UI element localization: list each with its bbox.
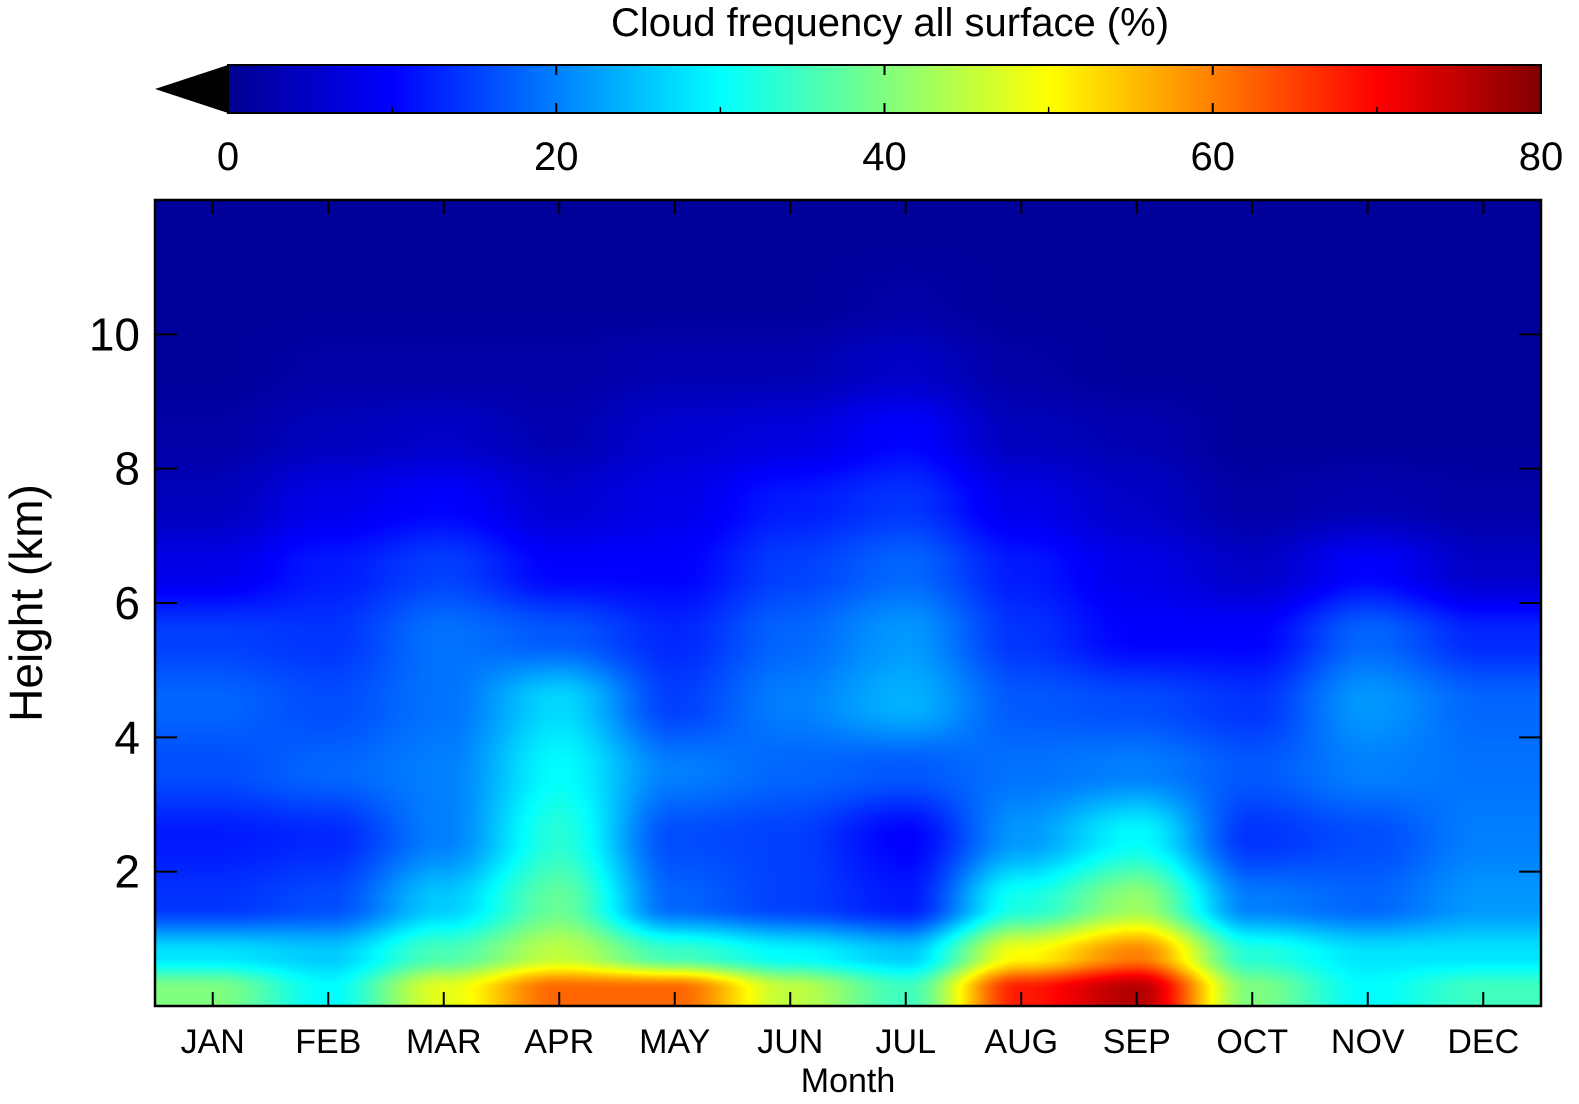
colorbar-ticks: 0 20 40 60 80 xyxy=(217,65,1563,179)
x-tick-label: JUL xyxy=(876,1023,936,1061)
y-tick-label: 6 xyxy=(114,577,140,629)
x-tick-label: MAR xyxy=(406,1023,482,1061)
plot-area: JAN FEB MAR APR MAY JUN JUL AUG SEP OCT NOV DEC 2 4 6… xyxy=(0,198,1543,1100)
colorbar-tick-label: 60 xyxy=(1191,135,1236,179)
colorbar-tick-label: 20 xyxy=(534,135,579,179)
x-axis: JAN FEB MAR APR MAY JUN JUL AUG SEP OCT NOV DEC xyxy=(181,200,1519,1061)
x-tick-label: JAN xyxy=(181,1023,245,1061)
x-tick-label: OCT xyxy=(1216,1023,1288,1061)
colorbar-extend-min-triangle xyxy=(155,65,228,113)
x-tick-label: JUN xyxy=(757,1023,823,1061)
y-tick-label: 2 xyxy=(114,846,140,898)
x-tick-label: FEB xyxy=(295,1023,361,1061)
colorbar-label: Cloud frequency all surface (%) xyxy=(611,1,1169,45)
x-tick-label: AUG xyxy=(984,1023,1058,1061)
x-tick-label: MAY xyxy=(639,1023,710,1061)
x-tick-label: APR xyxy=(524,1023,594,1061)
y-tick-label: 10 xyxy=(89,308,140,360)
colorbar: Cloud frequency all surface (%) 0 20 40 60 8… xyxy=(155,1,1563,179)
x-axis-label: Month xyxy=(801,1062,896,1100)
x-tick-label: SEP xyxy=(1103,1023,1171,1061)
colorbar-tick-label: 40 xyxy=(862,135,907,179)
y-tick-label: 4 xyxy=(114,711,140,763)
x-tick-label: NOV xyxy=(1331,1023,1405,1061)
colorbar-tick-label: 0 xyxy=(217,135,239,179)
y-axis: 2 4 6 8 10 xyxy=(89,308,1541,898)
heatmap-image xyxy=(155,200,1541,1006)
x-tick-label: DEC xyxy=(1447,1023,1519,1061)
y-axis-label: Height (km) xyxy=(0,484,52,722)
colorbar-tick-label: 80 xyxy=(1519,135,1564,179)
y-tick-label: 8 xyxy=(114,443,140,495)
